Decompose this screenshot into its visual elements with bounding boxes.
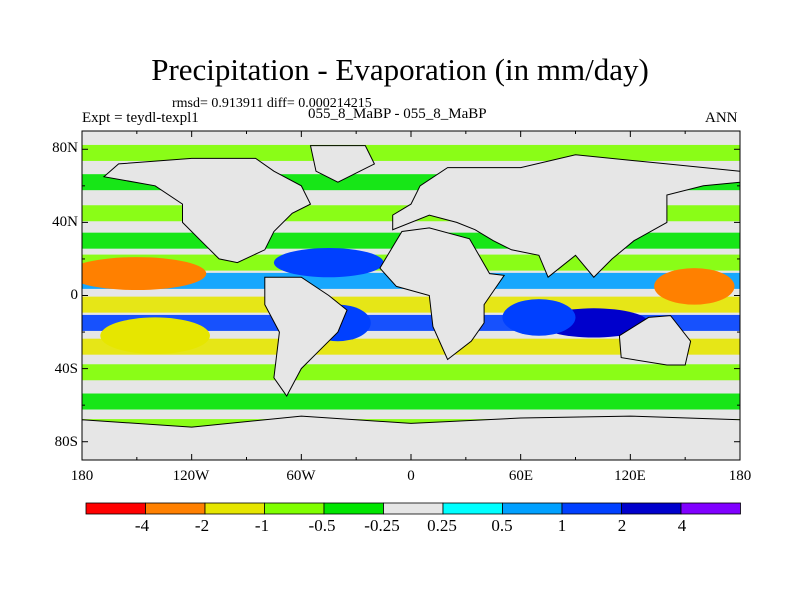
colorbar-label: 0.25 [427,516,457,535]
eurasia-landmass [392,154,740,279]
lon-label-180w: 180 [70,468,94,484]
colorbar [85,502,741,515]
colorbar-swatch [204,502,265,515]
lat-label-40s: 40S [54,361,78,377]
field-patch [100,317,210,354]
colorbar-label: -0.25 [364,516,400,535]
colorbar-swatch [145,502,206,515]
lon-label-60w: 60W [286,468,316,484]
field-patch [82,257,207,291]
colorbar-label: 4 [677,516,687,535]
colorbar-label: -0.5 [308,516,336,535]
axis-ticks [81,131,741,460]
lat-label-80s: 80S [54,434,78,450]
field-patch [654,268,735,305]
colorbar-swatch [561,502,622,515]
antarctica-landmass [82,415,740,460]
colorbar-swatch [502,502,563,515]
plot-title: Precipitation - Evaporation (in mm/day) [151,52,649,87]
colorbar-swatch [621,502,682,515]
lat-label-40n: 40N [52,214,78,230]
lon-label-120e: 120E [614,468,646,484]
stats-text: rmsd= 0.913911 diff= 0.000214215 [172,96,372,111]
field-patch [273,247,384,278]
lon-label-120w: 120W [172,468,210,484]
north-america-landmass [102,157,312,264]
field-band [82,144,740,161]
lon-label-0: 0 [407,468,415,484]
field-patch [502,299,576,336]
field-band [82,296,740,313]
lon-label-60e: 60E [508,468,534,484]
colorbar-swatch [323,502,384,515]
colorbar-swatch [383,502,444,515]
field-band [82,364,740,381]
colorbar-label: 2 [617,516,627,535]
south-america-landmass [264,276,348,397]
colorbar-swatch [264,502,325,515]
season-label: ANN [705,110,738,126]
colorbar-label: 0.5 [491,516,513,535]
colorbar-swatch [442,502,503,515]
colorbar-label: -4 [134,516,150,535]
australia-landmass [618,315,692,366]
colorbar-label: -1 [254,516,270,535]
greenland-landmass [309,145,376,183]
colorbar-label: 1 [557,516,567,535]
field-band [82,393,740,410]
lat-label-80n: 80N [52,140,78,156]
case-label: 055_8_MaBP - 055_8_MaBP [308,106,487,122]
colorbar-swatch [85,502,146,515]
colorbar-label: -2 [194,516,210,535]
field-band [82,338,740,355]
lat-label-0: 0 [70,287,79,303]
coastline-layer [82,145,740,460]
expt-label: Expt = teydl-texpl1 [82,110,199,126]
colorbar-swatch [680,502,741,515]
africa-landmass [379,227,506,361]
lon-label-180e: 180 [728,468,752,484]
